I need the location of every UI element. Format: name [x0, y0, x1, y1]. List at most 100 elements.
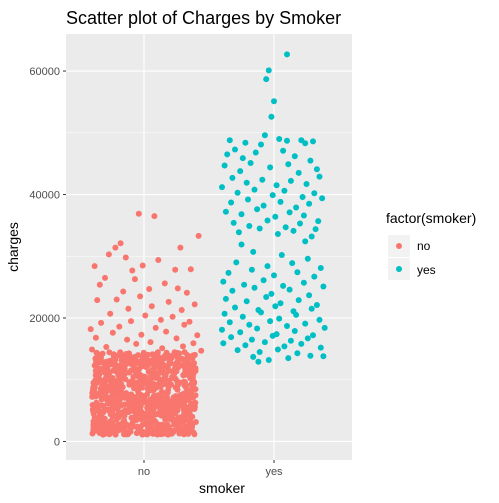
data-point — [313, 166, 320, 173]
data-point — [96, 392, 103, 399]
data-point — [150, 373, 157, 380]
data-point — [131, 385, 137, 392]
data-point — [139, 431, 146, 438]
data-point — [280, 282, 287, 289]
data-point — [222, 295, 229, 302]
data-point — [127, 428, 134, 435]
data-point — [142, 312, 149, 319]
data-point — [225, 269, 232, 276]
data-point — [113, 296, 120, 303]
data-point — [277, 300, 284, 307]
data-point — [243, 298, 250, 305]
data-point — [312, 226, 319, 233]
data-point — [320, 353, 327, 360]
data-point — [308, 233, 315, 240]
data-point — [126, 381, 133, 388]
data-point — [291, 328, 298, 334]
data-point — [248, 336, 255, 343]
data-point — [269, 192, 276, 199]
data-point — [304, 335, 311, 342]
x-axis-ticks: no yes — [138, 460, 283, 478]
data-point — [161, 280, 168, 287]
data-point — [159, 393, 165, 400]
data-point — [112, 244, 119, 251]
data-point — [189, 424, 195, 431]
data-point — [145, 351, 152, 358]
data-point — [105, 395, 112, 402]
data-point — [263, 76, 270, 83]
data-point — [260, 202, 267, 209]
data-point — [181, 321, 188, 328]
data-point — [272, 303, 279, 310]
data-point — [185, 408, 192, 415]
data-point — [94, 297, 101, 304]
data-point — [154, 394, 161, 401]
data-point — [220, 340, 227, 347]
data-point — [316, 173, 323, 180]
data-point — [173, 406, 180, 413]
data-point — [187, 266, 194, 273]
data-point — [307, 157, 314, 164]
data-point — [228, 334, 235, 341]
data-point — [95, 370, 102, 377]
data-point — [224, 151, 231, 158]
data-point — [121, 417, 128, 424]
data-point — [144, 404, 151, 411]
data-point — [129, 267, 136, 274]
data-point — [291, 153, 298, 160]
data-point — [173, 335, 180, 342]
data-point — [181, 349, 188, 356]
data-point — [272, 213, 279, 220]
data-point — [190, 381, 196, 388]
data-point — [123, 390, 130, 397]
data-point — [147, 421, 154, 427]
data-point — [281, 343, 288, 350]
data-point — [246, 223, 253, 229]
data-point — [300, 212, 307, 219]
data-point — [139, 358, 146, 365]
data-point — [157, 316, 164, 323]
data-point — [146, 387, 153, 394]
data-point — [316, 316, 323, 323]
data-point — [235, 229, 242, 236]
data-point — [251, 186, 258, 193]
data-point — [156, 354, 163, 361]
data-point — [162, 409, 169, 416]
data-point — [234, 189, 241, 196]
data-point — [290, 227, 297, 234]
data-point — [250, 353, 257, 360]
x-axis-title: smoker — [199, 480, 245, 496]
data-point — [159, 367, 166, 374]
data-point — [310, 138, 316, 145]
data-point — [320, 283, 327, 290]
points-no-series — [87, 210, 205, 438]
data-point — [256, 349, 263, 355]
data-point — [267, 164, 274, 171]
data-point — [96, 281, 103, 288]
legend-marker-yes — [396, 266, 402, 272]
data-point — [251, 284, 258, 291]
data-point — [238, 241, 245, 248]
data-point — [306, 292, 313, 299]
data-point — [122, 254, 129, 261]
data-point — [106, 349, 113, 356]
data-point — [192, 419, 199, 425]
data-point — [198, 347, 205, 354]
data-point — [96, 419, 103, 426]
data-point — [109, 408, 116, 415]
data-point — [276, 315, 283, 322]
data-point — [277, 198, 284, 205]
y-tick-label: 60000 — [29, 66, 60, 78]
data-point — [131, 276, 138, 283]
data-point — [105, 400, 112, 407]
data-point — [110, 353, 117, 360]
data-point — [155, 257, 162, 263]
data-point — [129, 360, 136, 367]
data-point — [248, 266, 255, 273]
data-point — [97, 402, 104, 409]
data-point — [119, 409, 126, 416]
data-point — [297, 220, 303, 227]
data-point — [107, 310, 114, 317]
data-point — [119, 360, 125, 367]
data-point — [246, 321, 253, 328]
